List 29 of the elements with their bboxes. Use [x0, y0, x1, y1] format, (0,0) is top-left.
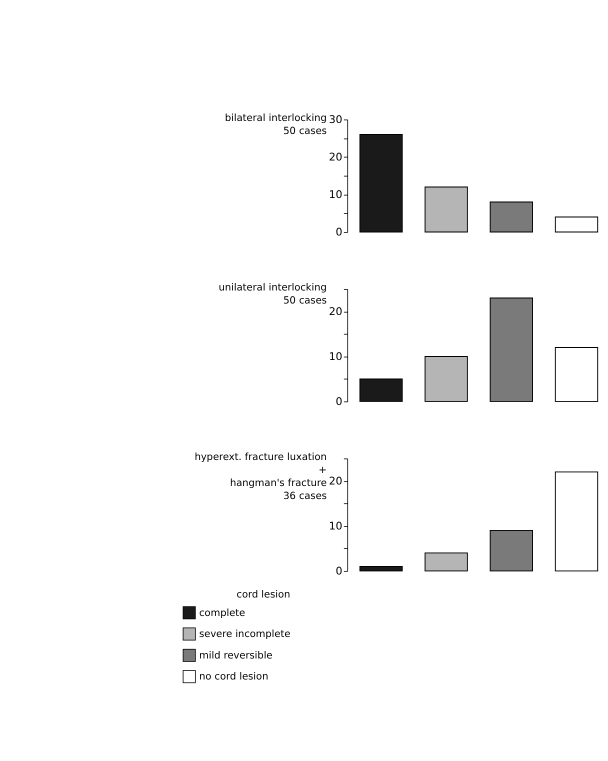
text: 50 cases	[283, 126, 327, 137]
text: 50 cases	[283, 295, 327, 306]
bar	[359, 134, 403, 232]
y-tick-label: 10	[328, 519, 343, 532]
legend-label: no cord lesion	[199, 672, 268, 683]
y-tick-label: 10	[328, 188, 343, 201]
y-tick-label: 30	[328, 112, 343, 126]
bar	[490, 202, 533, 232]
legend-label: severe incomplete	[199, 629, 290, 640]
text: 36 cases	[283, 490, 327, 502]
y-tick-label: 0	[336, 225, 343, 238]
bar	[424, 186, 468, 232]
chart-title: unilateral interlocking	[218, 282, 327, 294]
bar	[424, 356, 468, 402]
text: hyperext. fracture luxation + hangman's fracture	[194, 452, 327, 489]
y-tick-label: 20	[328, 474, 343, 488]
bar	[359, 378, 403, 402]
y-tick-label: 20	[328, 304, 343, 318]
y-tick-label: 10	[328, 350, 343, 363]
bar	[554, 347, 598, 402]
y-tick-label: 0	[336, 564, 343, 578]
chart-title: bilateral interlocking	[224, 113, 327, 124]
bar	[554, 216, 598, 232]
bar	[490, 298, 533, 402]
y-tick-label: 20	[328, 150, 343, 164]
y-tick-label: 0	[336, 394, 343, 408]
legend-label: complete	[199, 608, 246, 619]
legend-title: cord lesion	[236, 590, 290, 601]
legend-label: mild reversible	[199, 650, 273, 662]
